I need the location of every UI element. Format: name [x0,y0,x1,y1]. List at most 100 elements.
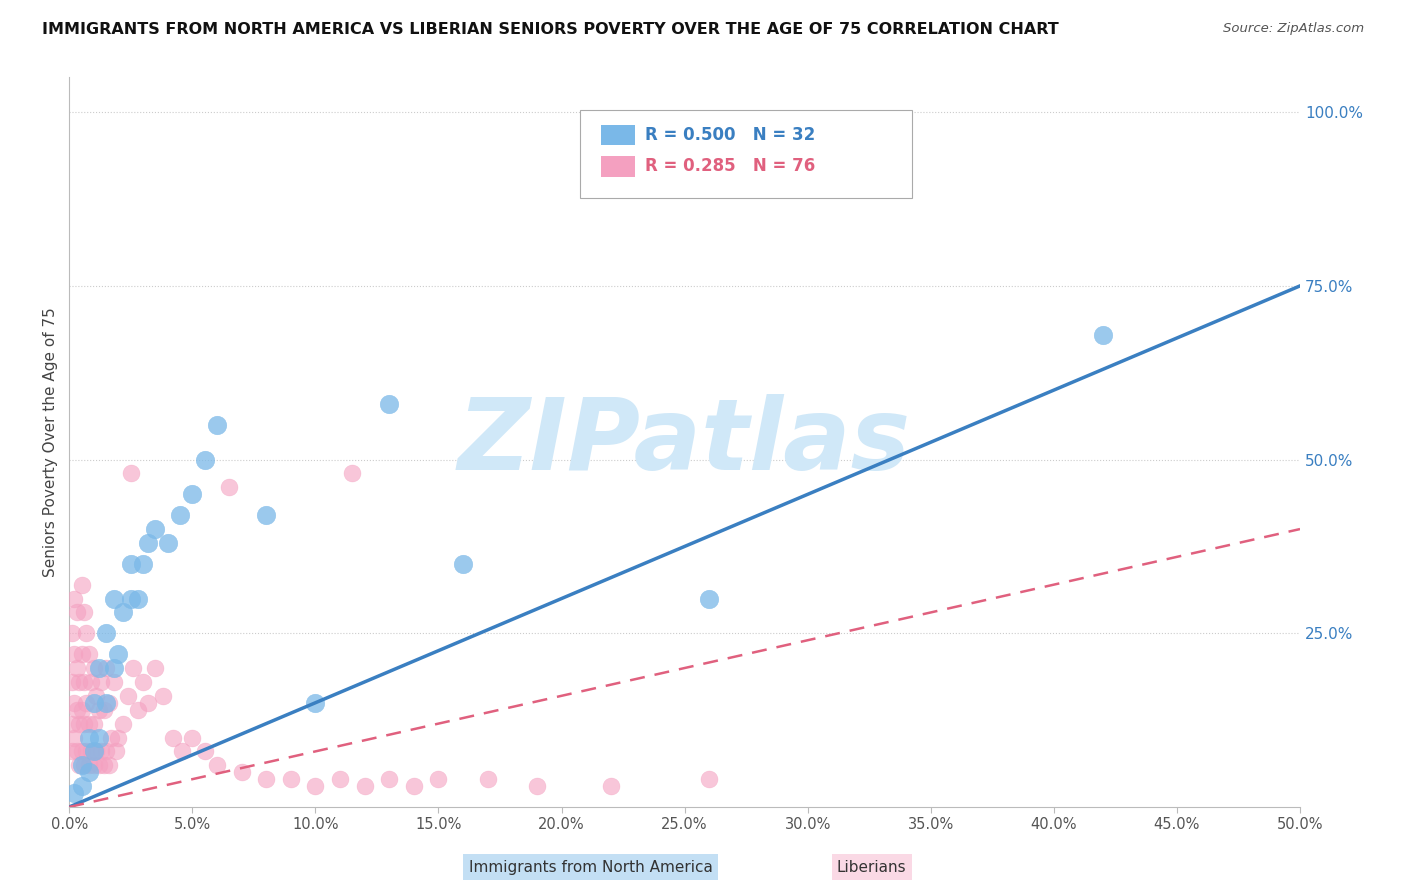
Point [105,744,128,758]
Point [145,661,167,675]
Point [96,744,118,758]
Point [60,674,83,689]
Point [65,661,87,675]
Point [103,661,125,675]
Point [70,703,93,717]
Point [378,772,401,787]
Point [1092,327,1115,342]
Point [156,536,179,550]
Point [87,703,110,717]
Text: Source: ZipAtlas.com: Source: ZipAtlas.com [1223,22,1364,36]
Point [73,674,96,689]
Point [83,661,105,675]
Point [73,606,96,620]
Point [67,674,90,689]
Point [70,779,93,793]
Point [112,606,135,620]
Point [90,744,112,758]
Point [451,557,474,571]
Point [70,744,93,758]
Y-axis label: Seniors Poverty Over the Age of 75: Seniors Poverty Over the Age of 75 [44,308,58,577]
Point [84,744,107,758]
Point [70,577,93,591]
Point [254,508,277,523]
Point [205,417,228,432]
Point [87,661,110,675]
Point [83,696,105,710]
Point [63,786,86,800]
Point [90,674,112,689]
Point [73,716,96,731]
Point [80,674,103,689]
Point [75,696,97,710]
Point [194,452,217,467]
Point [103,674,125,689]
Point [120,557,142,571]
Point [122,661,145,675]
Point [63,591,86,606]
Point [194,744,217,758]
Point [77,716,100,731]
FancyBboxPatch shape [600,125,636,145]
Text: IMMIGRANTS FROM NORTH AMERICA VS LIBERIAN SENIORS POVERTY OVER THE AGE OF 75 COR: IMMIGRANTS FROM NORTH AMERICA VS LIBERIA… [42,22,1059,37]
Text: Immigrants from North America: Immigrants from North America [468,860,713,874]
Point [231,765,253,780]
Point [342,467,364,481]
Point [97,758,120,772]
Point [84,689,107,703]
Point [63,696,86,710]
Point [304,779,326,793]
Point [83,716,105,731]
Point [697,772,720,787]
Point [152,689,174,703]
Point [100,731,122,745]
Point [136,696,159,710]
Point [63,647,86,661]
Point [117,689,139,703]
Point [60,716,83,731]
Point [181,487,204,501]
Point [63,731,86,745]
Text: Liberians: Liberians [837,860,907,874]
Point [132,674,155,689]
Point [162,731,184,745]
FancyBboxPatch shape [600,156,636,177]
Point [83,758,105,772]
Point [107,731,129,745]
Point [87,758,110,772]
Point [353,779,375,793]
Point [329,772,352,787]
Point [120,591,142,606]
Point [65,703,87,717]
Point [96,696,118,710]
Text: ZIPatlas: ZIPatlas [458,393,911,491]
Point [132,557,155,571]
Point [83,744,105,758]
Point [599,779,621,793]
FancyBboxPatch shape [581,111,912,198]
Point [77,731,100,745]
Point [77,765,100,780]
Point [60,626,83,640]
Point [112,716,135,731]
Point [96,661,118,675]
Point [93,703,115,717]
Point [172,744,194,758]
Point [60,744,83,758]
Point [181,731,204,745]
Point [87,731,110,745]
Point [254,772,277,787]
Point [70,758,93,772]
Point [127,703,149,717]
Point [77,758,100,772]
Point [67,716,90,731]
Point [378,397,401,411]
Text: R = 0.285   N = 76: R = 0.285 N = 76 [645,158,815,176]
Point [107,647,129,661]
Point [75,626,97,640]
Point [70,647,93,661]
Point [477,772,499,787]
Point [145,522,167,536]
Point [280,772,302,787]
Point [103,591,125,606]
